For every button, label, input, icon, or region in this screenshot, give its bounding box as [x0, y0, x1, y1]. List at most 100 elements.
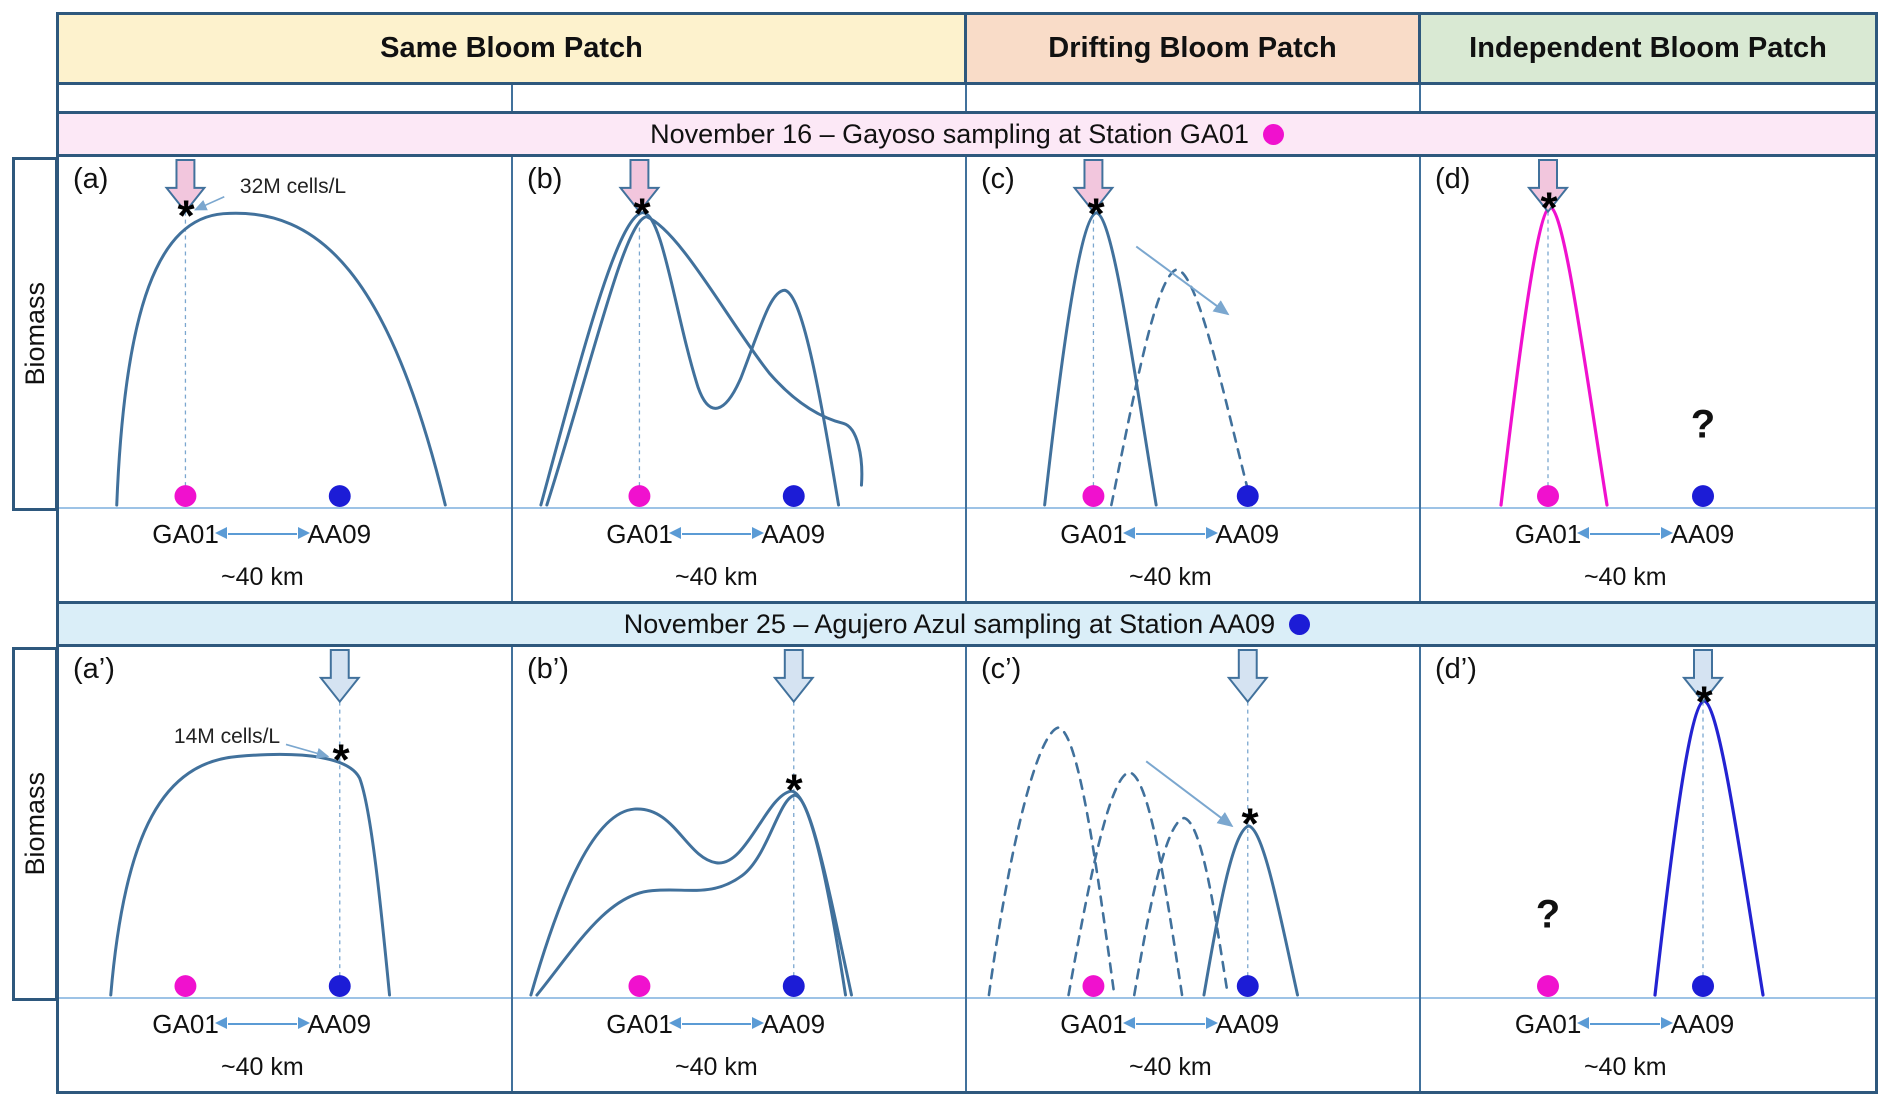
- plot-area-b-prime: (b’) *: [513, 647, 965, 999]
- panel-row-nov25: (a’) * 14M cells/L GA01: [59, 647, 1875, 1091]
- sampling-arrow-icon: [618, 158, 661, 214]
- drift-direction-arrow: [1145, 760, 1234, 828]
- spacer-cell: [513, 85, 967, 111]
- curve-canvas: [1043, 158, 1259, 507]
- sampling-arrow-icon: [1072, 158, 1115, 214]
- panel-a: (a) * 32M cells/L GA01: [59, 157, 513, 601]
- distance-label: ~40 km: [221, 563, 304, 591]
- sampling-arrow-icon: [1226, 648, 1269, 704]
- station-label-aa09: AA09: [1670, 1009, 1735, 1039]
- distance-row: ~40 km: [967, 561, 1419, 599]
- distance-label: ~40 km: [1129, 563, 1212, 591]
- independent-bloom-curve-magenta: [1499, 205, 1609, 507]
- bloom-curve-sloping: [545, 215, 864, 507]
- station-label-ga01: GA01: [1060, 1009, 1127, 1039]
- panel-label: (c’): [981, 653, 1022, 685]
- station-label-ga01: GA01: [1514, 519, 1582, 549]
- unknown-bloom-question-mark: ?: [1690, 402, 1716, 447]
- cell-count-annotation: 32M cells/L: [239, 175, 347, 198]
- peak-asterisk: *: [1695, 677, 1713, 727]
- plot-area-c-prime: (c’) *: [967, 647, 1419, 999]
- panel-b: (b) * GA01 AA09: [513, 157, 967, 601]
- curve-canvas: [115, 158, 447, 507]
- station-label-aa09: AA09: [1215, 519, 1280, 549]
- banner-november-25-text: November 25 – Agujero Azul sampling at S…: [623, 608, 1276, 639]
- banner-november-16: November 16 – Gayoso sampling at Station…: [59, 111, 1875, 157]
- station-label-ga01: GA01: [152, 1009, 219, 1039]
- station-label-aa09: AA09: [307, 1009, 372, 1039]
- station-dot-ga01: [1537, 975, 1559, 997]
- distance-label: ~40 km: [675, 563, 758, 591]
- distance-row: ~40 km: [967, 1051, 1419, 1089]
- panel-label: (a): [73, 163, 109, 195]
- distance-row: ~40 km: [513, 1051, 965, 1089]
- panel-a-prime: (a’) * 14M cells/L GA01: [59, 647, 513, 1091]
- biomass-axis-box-row2: Biomass: [12, 647, 58, 1001]
- distance-label: ~40 km: [221, 1053, 304, 1081]
- independent-bloom-curve-blue: [1653, 699, 1765, 997]
- panel-d-prime: (d’) * ? GA01 AA09: [1421, 647, 1875, 1091]
- bloom-curve: [109, 752, 392, 997]
- distance-arrow: [668, 1017, 764, 1029]
- plot-area-a-prime: (a’) * 14M cells/L: [59, 647, 511, 999]
- bloom-curve: [115, 211, 447, 507]
- station-dot-aa09: [1692, 485, 1714, 507]
- sampling-arrow-icon: [164, 158, 207, 214]
- distance-label: ~40 km: [1583, 1053, 1667, 1081]
- aa09-station-dot-icon: [1289, 613, 1311, 635]
- peak-asterisk: *: [1540, 183, 1558, 233]
- station-dot-aa09: [1236, 975, 1259, 997]
- banner-november-25: November 25 – Agujero Azul sampling at S…: [59, 601, 1875, 647]
- station-label-ga01: GA01: [152, 519, 219, 549]
- station-label-aa09: AA09: [761, 1009, 826, 1039]
- sampling-arrow-icon: [318, 648, 361, 704]
- distance-arrow: [668, 527, 764, 539]
- station-label-ga01: GA01: [606, 519, 673, 549]
- banner-november-16-text: November 16 – Gayoso sampling at Station…: [650, 118, 1249, 149]
- sampling-arrow-icon: [772, 648, 815, 704]
- panel-label: (b): [527, 163, 563, 195]
- station-dot-aa09: [782, 485, 805, 507]
- distance-arrow: [1577, 1017, 1674, 1029]
- figure-frame: Same Bloom Patch Drifting Bloom Patch In…: [56, 12, 1878, 1094]
- past-bloom-curve-dashed-2: [1067, 770, 1184, 997]
- panel-b-prime: (b’) * GA01 AA09: [513, 647, 967, 1091]
- axis-row: GA01 AA09: [513, 999, 965, 1051]
- panel-c: (c) * GA01 AA09: [967, 157, 1421, 601]
- bloom-curve: [1043, 211, 1158, 507]
- distance-row: ~40 km: [1421, 561, 1875, 599]
- station-dot-ga01: [1537, 485, 1559, 507]
- station-dot-ga01: [628, 975, 651, 997]
- annotation-arrow: [193, 196, 225, 211]
- peak-asterisk: *: [1087, 189, 1105, 239]
- panel-label: (c): [981, 163, 1015, 195]
- curve-canvas: [1537, 648, 1765, 997]
- axis-row: GA01 AA09: [967, 509, 1419, 561]
- station-dot-aa09: [1236, 485, 1259, 507]
- plot-area-d: (d) * ?: [1421, 157, 1875, 509]
- column-headers: Same Bloom Patch Drifting Bloom Patch In…: [59, 15, 1875, 85]
- curve-canvas: [109, 648, 392, 997]
- panel-d: (d) * ? GA01 AA09: [1421, 157, 1875, 601]
- distance-label: ~40 km: [675, 1053, 758, 1081]
- curve-canvas: [529, 648, 853, 997]
- drift-direction-arrow: [1135, 245, 1230, 316]
- station-dot-ga01: [1082, 975, 1105, 997]
- distance-label: ~40 km: [1129, 1053, 1212, 1081]
- station-label-aa09: AA09: [1670, 519, 1735, 549]
- panel-label: (d): [1435, 163, 1471, 195]
- panel-label: (d’): [1435, 653, 1477, 685]
- panel-label: (b’): [527, 653, 569, 685]
- spacer-cell: [967, 85, 1421, 111]
- station-dot-ga01: [174, 485, 197, 507]
- spacer-cell: [59, 85, 513, 111]
- past-bloom-curve-dashed-3: [1132, 816, 1230, 997]
- distance-arrow: [1577, 527, 1674, 539]
- bloom-curve-bimodal: [529, 789, 848, 997]
- header-independent-bloom-patch: Independent Bloom Patch: [1421, 15, 1875, 85]
- sampling-arrow-icon: [1526, 158, 1570, 214]
- station-dot-aa09: [328, 485, 351, 507]
- curve-canvas: [987, 648, 1300, 997]
- axis-row: GA01 AA09: [59, 509, 511, 561]
